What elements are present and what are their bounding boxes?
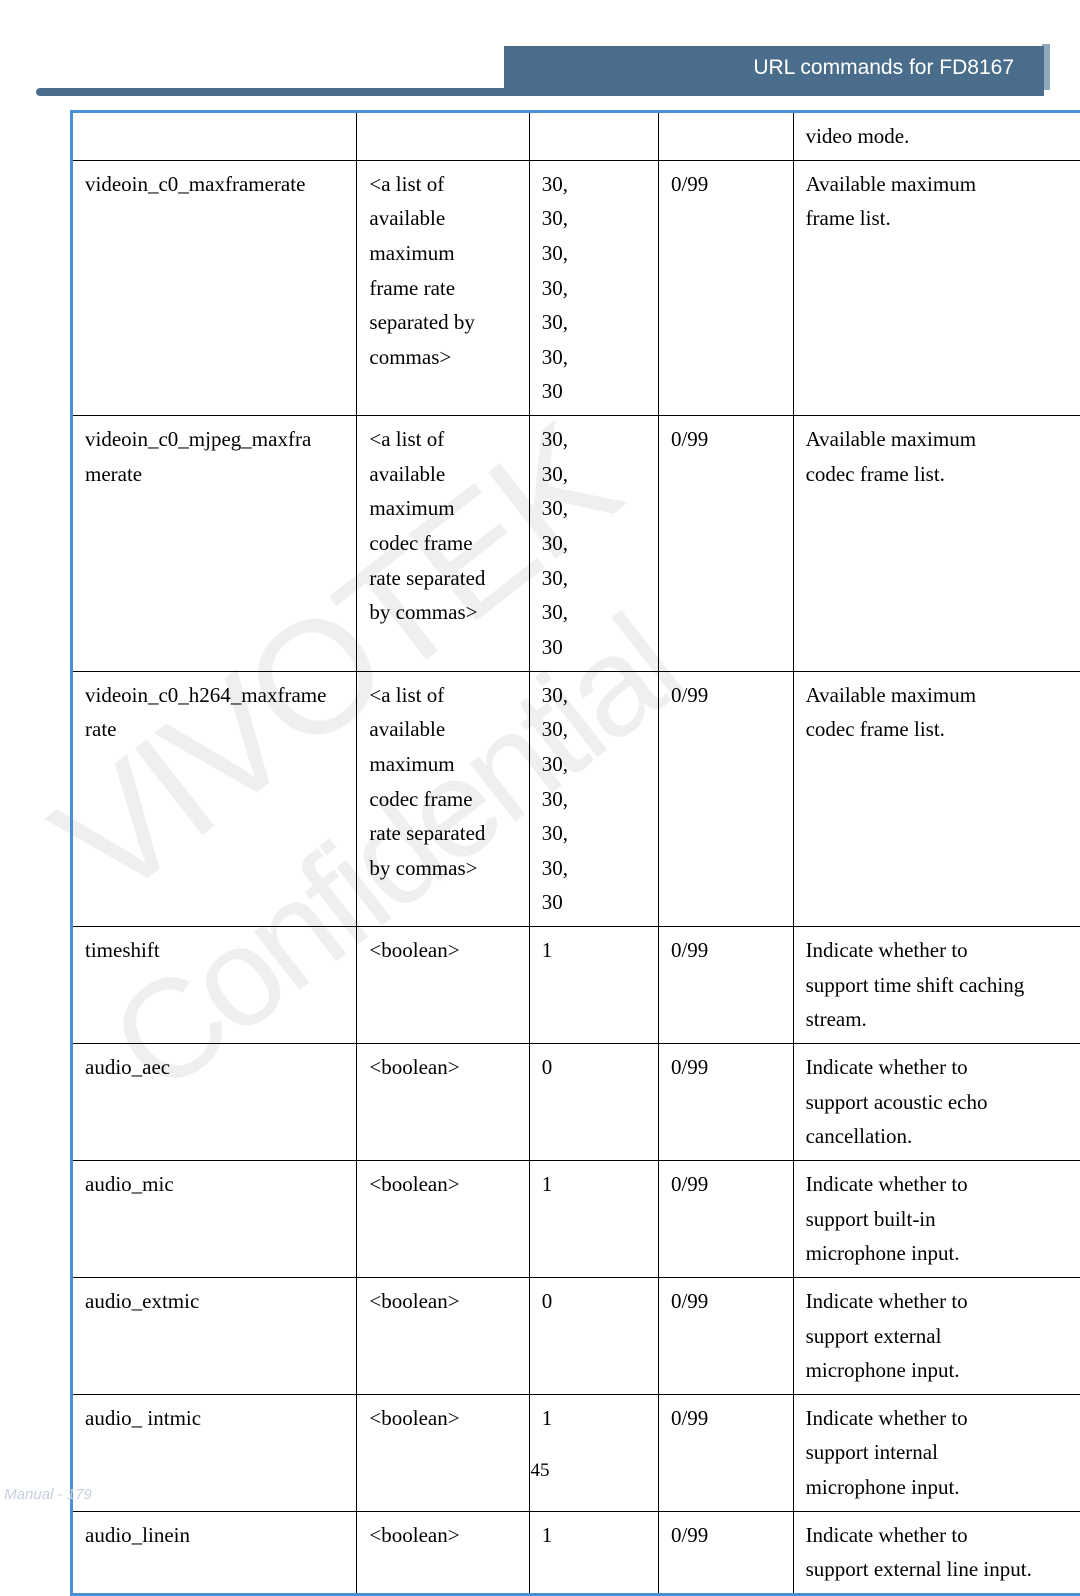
header-bar (36, 88, 1044, 96)
page-number: 45 (0, 1460, 1080, 1482)
table-cell: 1 (529, 1160, 658, 1277)
table-cell: <a list ofavailablemaximumcodec framerat… (357, 416, 529, 671)
table-cell: Indicate whether tosupport acoustic echo… (793, 1044, 1080, 1161)
parameter-table: video mode.videoin_c0_maxframerate<a lis… (70, 110, 1080, 1596)
table-row: video mode. (72, 112, 1080, 161)
table-cell: <boolean> (357, 1511, 529, 1594)
table-cell (658, 112, 793, 161)
table-cell: videoin_c0_maxframerate (72, 160, 357, 415)
table-cell: 0/99 (658, 160, 793, 415)
table-cell: <a list ofavailablemaximumframe ratesepa… (357, 160, 529, 415)
table-cell: 30,30,30,30,30,30,30 (529, 671, 658, 926)
table-cell: Available maximumframe list. (793, 160, 1080, 415)
table-cell: 0/99 (658, 1511, 793, 1594)
table-row: audio_mic<boolean>10/99Indicate whether … (72, 1160, 1080, 1277)
table-cell: audio_aec (72, 1044, 357, 1161)
manual-page-ref: User's Manual - 179 (0, 1486, 1038, 1503)
table-cell: <boolean> (357, 1044, 529, 1161)
table-cell: <boolean> (357, 1160, 529, 1277)
table-cell: Available maximumcodec frame list. (793, 671, 1080, 926)
table-row: videoin_c0_maxframerate<a list ofavailab… (72, 160, 1080, 415)
table-row: timeshift<boolean>10/99Indicate whether … (72, 927, 1080, 1044)
table-row: videoin_c0_mjpeg_maxframerate<a list ofa… (72, 416, 1080, 671)
table-cell: 30,30,30,30,30,30,30 (529, 160, 658, 415)
table-cell: videoin_c0_mjpeg_maxframerate (72, 416, 357, 671)
table-cell: Indicate whether tosupport time shift ca… (793, 927, 1080, 1044)
table-cell: 0/99 (658, 671, 793, 926)
table-cell: 0/99 (658, 1044, 793, 1161)
table-row: audio_linein<boolean>10/99Indicate wheth… (72, 1511, 1080, 1594)
table-cell: <boolean> (357, 927, 529, 1044)
header-title: URL commands for FD8167 (753, 56, 1014, 80)
table-cell: audio_mic (72, 1160, 357, 1277)
header-tab: URL commands for FD8167 (504, 46, 1044, 90)
table-cell: videoin_c0_h264_maxframerate (72, 671, 357, 926)
table-cell: 0/99 (658, 1277, 793, 1394)
table-cell: Available maximumcodec frame list. (793, 416, 1080, 671)
table-row: videoin_c0_h264_maxframerate<a list ofav… (72, 671, 1080, 926)
table-row: audio_extmic<boolean>00/99Indicate wheth… (72, 1277, 1080, 1394)
table-cell: 0 (529, 1277, 658, 1394)
table-cell: Indicate whether tosupport external line… (793, 1511, 1080, 1594)
table-cell: 0/99 (658, 1160, 793, 1277)
table-row: audio_aec<boolean>00/99Indicate whether … (72, 1044, 1080, 1161)
table-cell: audio_extmic (72, 1277, 357, 1394)
table-cell: <boolean> (357, 1277, 529, 1394)
table-cell (72, 112, 357, 161)
table-cell: 0/99 (658, 416, 793, 671)
table-cell: Indicate whether tosupport externalmicro… (793, 1277, 1080, 1394)
table-cell: 0 (529, 1044, 658, 1161)
table-cell (357, 112, 529, 161)
table-cell (529, 112, 658, 161)
table-cell: video mode. (793, 112, 1080, 161)
table-cell: Indicate whether tosupport built-inmicro… (793, 1160, 1080, 1277)
table-cell: 1 (529, 1511, 658, 1594)
table-cell: timeshift (72, 927, 357, 1044)
table-cell: audio_linein (72, 1511, 357, 1594)
table-cell: 0/99 (658, 927, 793, 1044)
table-cell: 1 (529, 927, 658, 1044)
table-cell: 30,30,30,30,30,30,30 (529, 416, 658, 671)
table-cell: <a list ofavailablemaximumcodec framerat… (357, 671, 529, 926)
